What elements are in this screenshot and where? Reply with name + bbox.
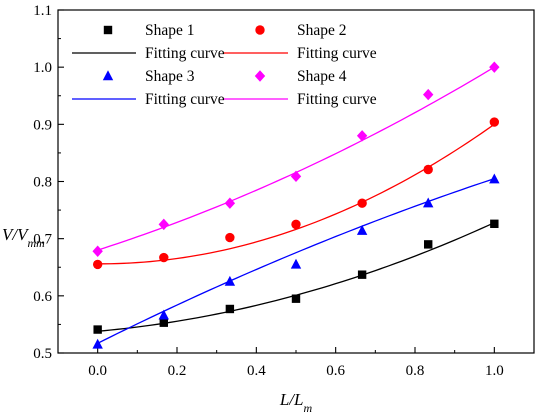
y-tick-label: 0.8 — [33, 175, 52, 191]
data-point — [92, 259, 103, 270]
data-point — [290, 258, 302, 269]
legend-label: Shape 2 — [297, 22, 347, 39]
y-tick-label: 0.5 — [33, 346, 52, 362]
data-point — [225, 232, 235, 243]
data-point — [159, 252, 169, 263]
data-point — [357, 198, 367, 208]
data-point — [291, 294, 301, 303]
data-point — [489, 117, 500, 127]
data-point — [489, 173, 500, 184]
data-point — [225, 304, 235, 314]
data-point — [159, 318, 168, 327]
axis-ticks: 0.0 0.2 0.4 0.6 0.8 1.0 0.5 0.6 0.7 0.8 0.9 1.0 1.1 — [33, 3, 503, 379]
legend-marker — [254, 70, 266, 82]
data-point — [290, 170, 302, 183]
legend-marker — [255, 25, 265, 35]
legend-label: Shape 4 — [297, 68, 347, 85]
x-tick-label: 0.8 — [406, 363, 425, 379]
data-point — [93, 325, 102, 334]
data-point — [423, 164, 433, 175]
legend-marker — [103, 25, 113, 35]
legend: Shape 1 Fitting curve Shape 2 Fitting curve… — [72, 22, 377, 108]
y-tick-label: 1.1 — [33, 3, 52, 19]
data-point — [423, 197, 434, 208]
data-markers — [92, 61, 500, 349]
legend-label: Shape 1 — [145, 22, 195, 39]
data-point — [424, 240, 433, 249]
data-point — [92, 245, 103, 257]
x-tick-label: 0.4 — [247, 363, 266, 379]
y-tick-label: 0.9 — [33, 117, 52, 133]
legend-label: Fitting curve — [297, 45, 377, 62]
x-tick-label: 0.2 — [168, 363, 187, 379]
x-tick-label: 0.6 — [326, 363, 345, 379]
data-point — [158, 218, 169, 231]
legend-label: Fitting curve — [145, 45, 225, 62]
data-point — [357, 270, 367, 279]
data-point — [158, 309, 169, 320]
data-point — [356, 224, 368, 235]
data-point — [224, 197, 236, 209]
data-point — [92, 338, 103, 349]
data-point — [490, 219, 499, 229]
y-tick-label: 0.7 — [33, 232, 52, 248]
y-tick-label: 1.0 — [33, 60, 52, 76]
x-tick-label: 0.0 — [88, 363, 107, 379]
data-point — [291, 219, 301, 230]
x-tick-label: 1.0 — [485, 363, 504, 379]
data-point — [423, 88, 434, 101]
data-point — [356, 130, 368, 142]
x-axis-title: L/Lm — [279, 390, 313, 415]
data-point — [489, 61, 500, 73]
data-point — [224, 275, 236, 286]
legend-label: Fitting curve — [145, 91, 225, 108]
legend-marker — [102, 70, 114, 81]
y-tick-label: 0.6 — [33, 289, 52, 305]
legend-label: Shape 3 — [145, 68, 195, 85]
fitting-curve — [97, 123, 495, 265]
y-axis-title: V/Vmm — [2, 225, 45, 250]
legend-label: Fitting curve — [297, 91, 377, 108]
